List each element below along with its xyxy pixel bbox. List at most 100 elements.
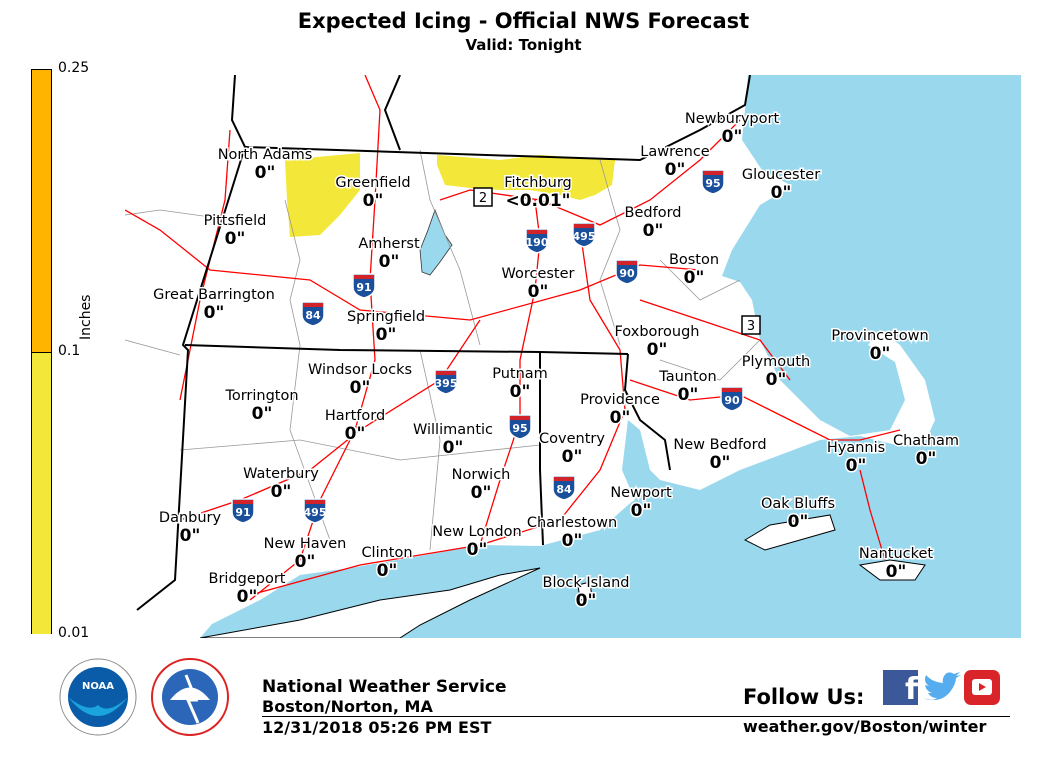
city-name: Amherst [358, 236, 420, 252]
icing-value: 0" [846, 456, 867, 476]
interstate-number: 90 [724, 394, 740, 407]
city-name: Fitchburg [504, 175, 571, 191]
footer-office: Boston/Norton, MA [262, 697, 433, 716]
interstate-shield-icon: 395 [434, 369, 458, 395]
interstate-shield-icon: 495 [572, 222, 596, 248]
route-number: 2 [479, 191, 487, 206]
legend-tick: 0.01 [58, 625, 90, 641]
icing-value: 0" [562, 531, 583, 551]
icing-value: 0" [870, 344, 891, 364]
route-shield-icon: 3 [741, 315, 761, 335]
icing-value: 0" [204, 303, 225, 323]
footer-url[interactable]: weather.gov/Boston/winter [743, 717, 987, 736]
icing-value: 0" [610, 408, 631, 428]
icing-value: 0" [647, 340, 668, 360]
icing-value: 0" [467, 540, 488, 560]
map-subtitle: Valid: Tonight [465, 36, 582, 54]
twitter-icon[interactable] [922, 672, 962, 706]
svg-text:NOAA: NOAA [82, 681, 114, 692]
city-name: Block Island [543, 575, 630, 591]
icing-value: 0" [237, 587, 258, 607]
icing-value: 0" [180, 526, 201, 546]
facebook-icon[interactable]: f [883, 670, 918, 705]
roads [125, 75, 901, 601]
footer-org: National Weather Service [262, 677, 507, 697]
youtube-icon[interactable] [964, 670, 1000, 705]
long-island [199, 567, 541, 638]
city-name: North Adams [218, 147, 313, 163]
city-name: Bridgeport [209, 571, 286, 587]
icing-value: 0" [771, 183, 792, 203]
icing-value: 0" [643, 221, 664, 241]
icing-value: 0" [916, 449, 937, 469]
city-name: Taunton [658, 369, 716, 385]
icing-value: 0" [252, 404, 273, 424]
city-name: Worcester [501, 266, 574, 282]
city-name: Putnam [492, 366, 548, 382]
city-name: New Haven [264, 536, 347, 552]
icing-value: 0" [886, 562, 907, 582]
icing-value: 0" [788, 512, 809, 532]
legend-bin-low [32, 352, 51, 634]
city-name: Willimantic [413, 422, 493, 438]
interstate-shield-icon: 95 [508, 414, 532, 440]
city-name: Bedford [625, 205, 682, 221]
route-shield-icon: 2 [473, 187, 493, 207]
interstate-shield-icon: 95 [701, 169, 725, 195]
city-name: Gloucester [742, 167, 820, 183]
interstate-shield-icon: 90 [615, 259, 639, 285]
icing-value: 0" [678, 385, 699, 405]
interstate-shield-icon: 190 [525, 228, 549, 254]
icing-value: 0" [710, 453, 731, 473]
city-name: New London [432, 524, 521, 540]
city-name: Waterbury [243, 466, 319, 482]
interstate-number: 495 [304, 506, 327, 519]
narragansett-bay [622, 420, 660, 500]
icing-value: 0" [377, 561, 398, 581]
legend-tick: 0.25 [58, 60, 90, 76]
city-name: Torrington [224, 388, 298, 404]
icing-value: 0" [562, 447, 583, 467]
interstate-number: 91 [235, 506, 250, 519]
interstate-number: 395 [435, 377, 458, 390]
legend-bin-high [32, 70, 51, 353]
city-name: Newburyport [685, 111, 780, 127]
city-marker: Fitchburg<0.01" [503, 174, 573, 213]
city-name: Providence [580, 392, 660, 408]
city-name: Springfield [347, 309, 425, 325]
icing-value: 0" [722, 127, 743, 147]
ocean [200, 75, 1021, 638]
icing-value: 0" [345, 424, 366, 444]
icing-value: 0" [576, 591, 597, 611]
icing-value: 0" [528, 282, 549, 302]
icing-value: 0" [225, 229, 246, 249]
legend-colorbar [31, 69, 52, 634]
footer-divider [262, 716, 1010, 717]
interstate-number: 91 [356, 281, 371, 294]
icing-value: 0" [631, 501, 652, 521]
noaa-logo: NOAA [59, 658, 137, 736]
icing-value: <0.01" [505, 191, 570, 211]
interstate-number: 95 [512, 422, 527, 435]
